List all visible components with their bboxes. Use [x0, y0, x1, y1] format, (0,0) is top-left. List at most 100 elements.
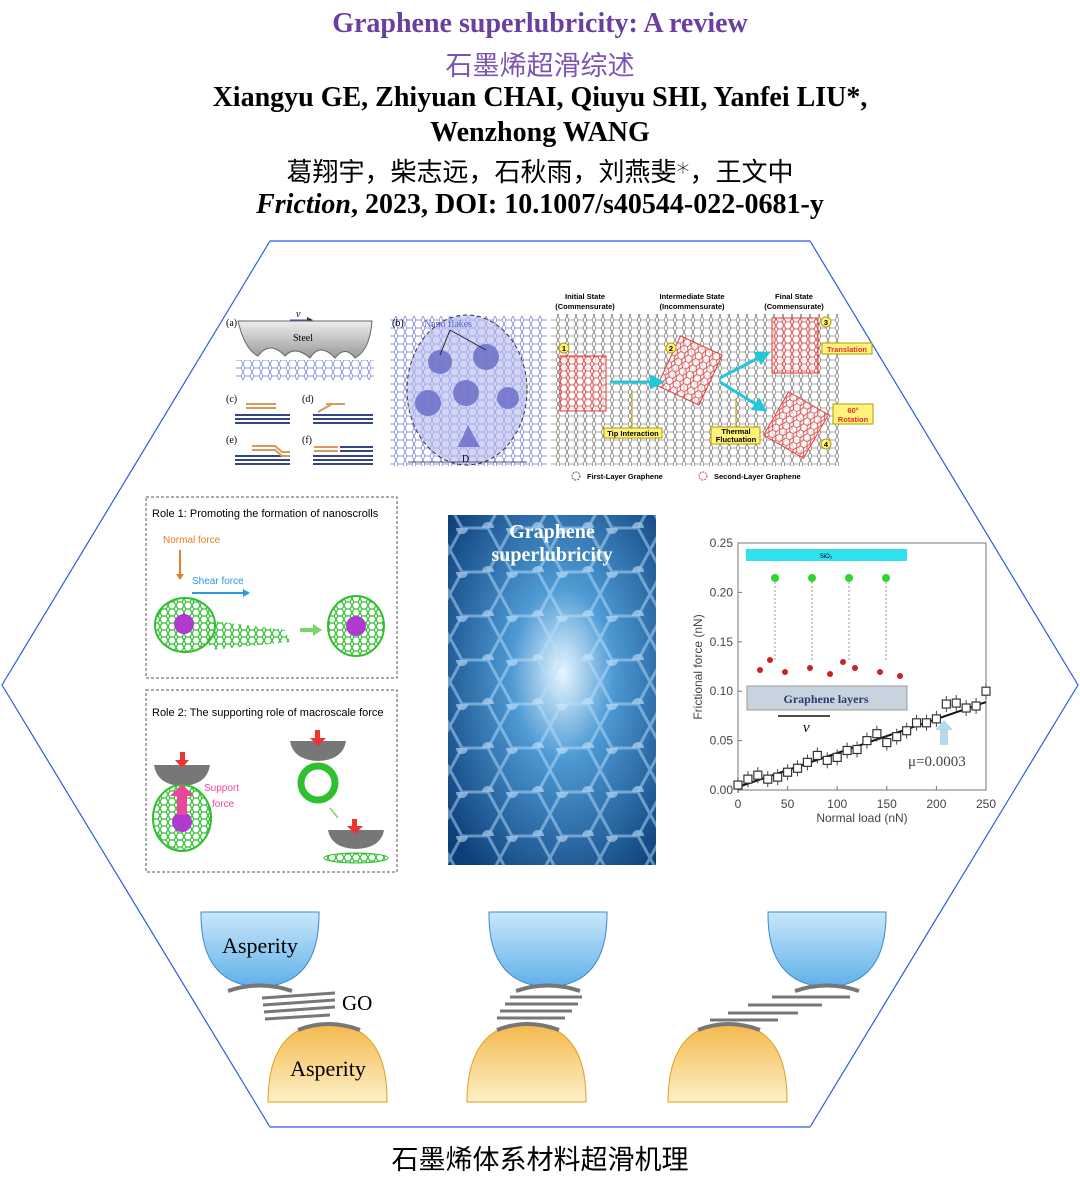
- svg-text:SiO₂: SiO₂: [820, 554, 833, 560]
- svg-text:(d): (d): [302, 394, 314, 405]
- svg-text:Asperity: Asperity: [222, 933, 298, 958]
- svg-text:(Commensurate): (Commensurate): [555, 302, 615, 311]
- friction-chart: SiO₂ Graphene layers v μ=0.0003 0 50 100 15…: [691, 536, 996, 825]
- paper-title-zh: 石墨烯超滑综述: [445, 51, 635, 82]
- x-axis-label: Normal load (nN): [816, 811, 907, 825]
- data-point: [862, 735, 872, 746]
- x-tick-label: 250: [976, 797, 996, 811]
- chart-inset: SiO₂ Graphene layers v μ=0.0003: [746, 549, 966, 770]
- x-tick-label: 50: [781, 797, 795, 811]
- data-point: [931, 714, 942, 724]
- citation: Friction, 2023, DOI: 10.1007/s40544-022-…: [0, 189, 1080, 221]
- data-point: [961, 703, 971, 713]
- svg-text:Translation: Translation: [827, 345, 867, 354]
- panel-a-steel-asperities: (a) v Steel: [226, 309, 374, 380]
- citation-details: , 2023, DOI: 10.1007/s40544-022-0681-y: [351, 189, 824, 220]
- svg-text:(b): (b): [392, 318, 404, 329]
- svg-text:Graphene: Graphene: [509, 521, 595, 543]
- svg-text:(Commensurate): (Commensurate): [764, 302, 824, 311]
- data-point: [763, 774, 773, 784]
- data-point: [951, 698, 961, 708]
- svg-text:Graphene layers: Graphene layers: [784, 692, 869, 706]
- svg-text:v: v: [803, 720, 810, 736]
- x-tick-label: 150: [877, 797, 897, 811]
- data-point: [753, 770, 763, 780]
- data-point: [852, 744, 862, 755]
- svg-text:Shear force: Shear force: [192, 576, 244, 587]
- data-point: [981, 686, 991, 696]
- svg-text:Support: Support: [204, 783, 239, 794]
- data-point: [911, 718, 922, 728]
- svg-text:Role 1: Promoting the formatio: Role 1: Promoting the formation of nanos…: [152, 508, 379, 520]
- svg-text:(Incommensurate): (Incommensurate): [659, 302, 725, 311]
- svg-text:μ=0.0003: μ=0.0003: [908, 754, 966, 770]
- data-point: [733, 780, 743, 790]
- graphene-superlubricity-image: Graphene superlubricity: [448, 515, 656, 865]
- svg-text:force: force: [212, 799, 235, 810]
- role2-support-panel: Role 2: The supporting role of macroscal…: [145, 689, 398, 873]
- authors-zh: 葛翔宇，柴志远，石秋雨，刘燕斐*，王文中: [286, 158, 794, 188]
- data-point: [971, 701, 981, 711]
- figure-caption: 石墨烯体系材料超滑机理: [391, 1145, 689, 1176]
- panel-graphene-rotation-states: Initial State (Commensurate) Intermediat…: [551, 292, 874, 481]
- svg-text:D: D: [462, 454, 469, 465]
- svg-text:Second-Layer Graphene: Second-Layer Graphene: [714, 472, 801, 481]
- data-point: [743, 774, 753, 784]
- data-point: [941, 699, 951, 709]
- svg-text:Normal force: Normal force: [163, 535, 221, 546]
- data-point: [812, 750, 822, 761]
- data-point: [773, 772, 783, 782]
- panels-c-to-f-layer-sliding: (c) (d) (e) (f): [226, 394, 373, 465]
- svg-text:v: v: [296, 309, 301, 320]
- data-point: [842, 745, 852, 756]
- data-point: [921, 718, 932, 728]
- svg-text:superlubricity: superlubricity: [491, 544, 612, 566]
- svg-text:Thermal: Thermal: [721, 427, 750, 436]
- svg-text:(c): (c): [226, 394, 237, 405]
- svg-text:(f): (f): [302, 435, 312, 446]
- svg-text:Intermediate State: Intermediate State: [659, 292, 724, 301]
- svg-text:4: 4: [824, 440, 829, 449]
- journal-name: Friction: [256, 189, 352, 220]
- svg-text:(a): (a): [226, 318, 237, 329]
- paper-title-en: Graphene superlubricity: A review: [332, 8, 748, 39]
- authors-en-line2: Wenzhong WANG: [430, 117, 650, 148]
- svg-text:Final State: Final State: [775, 292, 813, 301]
- svg-text:60°: 60°: [847, 406, 858, 415]
- data-point: [802, 757, 813, 767]
- svg-text:GO: GO: [342, 991, 372, 1015]
- svg-text:2: 2: [669, 344, 673, 353]
- role1-nanoscroll-panel: Role 1: Promoting the formation of nanos…: [145, 496, 398, 679]
- data-point: [782, 767, 793, 777]
- svg-text:First-Layer Graphene: First-Layer Graphene: [587, 472, 663, 481]
- y-tick-label: 0.15: [710, 635, 734, 649]
- hexagon-frame: [1, 240, 1079, 1128]
- svg-text:Role 2: The supporting role of: Role 2: The supporting role of macroscal…: [152, 707, 384, 719]
- svg-text:Steel: Steel: [293, 333, 313, 344]
- y-tick-label: 0.20: [710, 585, 734, 599]
- svg-text:Initial State: Initial State: [565, 292, 605, 301]
- data-point: [792, 763, 803, 773]
- svg-text:Asperity: Asperity: [290, 1056, 366, 1081]
- x-tick-label: 0: [735, 797, 742, 811]
- y-axis-label: Frictional force (nN): [691, 614, 705, 719]
- x-tick-label: 100: [827, 797, 847, 811]
- bottom-asperity-diagrams: Asperity GO Asperity: [200, 911, 887, 1103]
- svg-text:1: 1: [562, 344, 566, 353]
- svg-text:Fluctuation: Fluctuation: [716, 435, 757, 444]
- data-point: [822, 755, 832, 765]
- x-tick-label: 200: [926, 797, 946, 811]
- y-tick-label: 0.00: [710, 783, 734, 797]
- y-tick-label: 0.25: [710, 536, 734, 550]
- y-tick-label: 0.10: [710, 684, 734, 698]
- panel-b-nano-flakes: (b) Nano flakes D: [390, 314, 547, 466]
- y-tick-label: 0.05: [710, 734, 734, 748]
- svg-text:(e): (e): [226, 435, 237, 446]
- data-point: [832, 752, 842, 762]
- data-point: [902, 726, 912, 736]
- data-point: [872, 729, 882, 739]
- svg-text:Tip Interaction: Tip Interaction: [607, 429, 659, 438]
- svg-text:Rotation: Rotation: [838, 415, 869, 424]
- authors-en-line1: Xiangyu GE, Zhiyuan CHAI, Qiuyu SHI, Yan…: [212, 82, 868, 113]
